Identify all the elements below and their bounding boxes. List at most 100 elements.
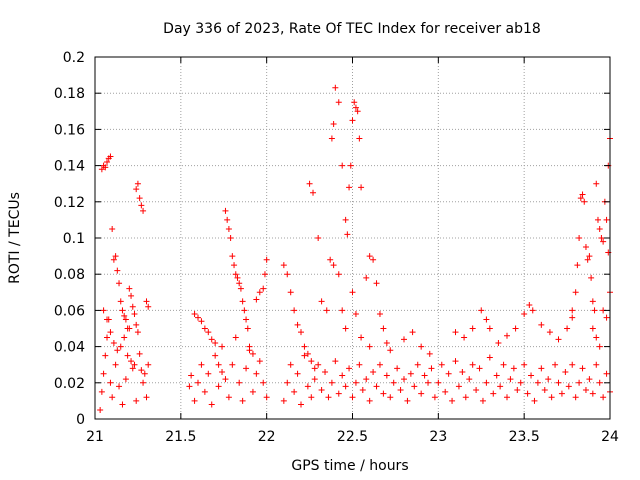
data-point bbox=[332, 84, 339, 91]
data-point bbox=[232, 334, 239, 341]
tick-marks bbox=[94, 56, 611, 420]
data-point bbox=[191, 397, 198, 404]
data-point bbox=[383, 372, 390, 379]
y-tick-label: 0.12 bbox=[54, 195, 85, 211]
x-tick-label: 22.5 bbox=[337, 429, 368, 445]
data-points bbox=[97, 84, 613, 413]
data-point bbox=[134, 329, 141, 336]
data-point bbox=[315, 361, 322, 368]
y-tick-label: 0 bbox=[76, 412, 85, 428]
data-point bbox=[136, 195, 143, 202]
data-point bbox=[569, 307, 576, 314]
data-point bbox=[119, 307, 126, 314]
data-point bbox=[469, 361, 476, 368]
data-point bbox=[342, 325, 349, 332]
data-point bbox=[358, 184, 365, 191]
data-point bbox=[376, 311, 383, 318]
data-point bbox=[435, 379, 442, 386]
data-point bbox=[315, 235, 322, 241]
data-point bbox=[318, 298, 325, 305]
data-point bbox=[327, 256, 334, 263]
data-point bbox=[294, 321, 301, 328]
data-point bbox=[236, 280, 243, 287]
data-point bbox=[330, 120, 337, 127]
data-point bbox=[253, 370, 260, 377]
data-point bbox=[198, 318, 205, 325]
data-point bbox=[356, 135, 363, 142]
data-point bbox=[366, 397, 373, 404]
data-point bbox=[524, 390, 531, 397]
data-point bbox=[239, 397, 246, 404]
data-point bbox=[555, 379, 562, 386]
data-point bbox=[136, 350, 143, 357]
data-point bbox=[232, 271, 239, 278]
data-point bbox=[107, 153, 114, 160]
data-point bbox=[582, 244, 589, 251]
data-point bbox=[249, 350, 256, 357]
data-point bbox=[562, 368, 569, 375]
data-point bbox=[112, 361, 119, 368]
data-point bbox=[112, 253, 119, 260]
data-point bbox=[579, 191, 586, 198]
data-point bbox=[401, 336, 407, 343]
data-point bbox=[373, 280, 380, 287]
data-point bbox=[588, 274, 595, 281]
data-point bbox=[387, 394, 394, 401]
data-point bbox=[548, 394, 555, 401]
data-point bbox=[603, 314, 610, 321]
y-tick-label: 0.08 bbox=[54, 267, 85, 283]
data-point bbox=[596, 343, 603, 350]
data-point bbox=[119, 401, 126, 408]
data-point bbox=[352, 311, 359, 318]
data-point bbox=[589, 325, 596, 332]
data-point bbox=[428, 365, 435, 372]
data-point bbox=[531, 397, 538, 404]
data-point bbox=[104, 316, 111, 323]
data-point bbox=[478, 307, 485, 314]
data-point bbox=[576, 379, 583, 386]
data-point bbox=[244, 325, 251, 332]
data-point bbox=[352, 379, 359, 386]
data-point bbox=[253, 296, 260, 303]
data-point bbox=[98, 388, 105, 395]
data-point bbox=[600, 394, 607, 401]
data-point bbox=[205, 329, 212, 336]
data-point bbox=[418, 390, 425, 397]
data-point bbox=[301, 352, 308, 359]
data-point bbox=[133, 186, 140, 193]
data-point bbox=[100, 307, 107, 314]
data-point bbox=[133, 397, 140, 404]
data-point bbox=[188, 372, 195, 379]
data-point bbox=[308, 358, 315, 365]
data-point bbox=[593, 334, 600, 341]
data-point bbox=[128, 292, 135, 299]
data-point bbox=[497, 383, 504, 390]
data-point bbox=[102, 164, 109, 171]
data-point bbox=[596, 225, 603, 232]
data-point bbox=[128, 358, 135, 365]
data-point bbox=[249, 388, 256, 395]
data-point bbox=[195, 314, 201, 321]
grid-lines bbox=[95, 57, 610, 419]
data-point bbox=[330, 262, 337, 269]
data-point bbox=[219, 343, 226, 350]
data-point bbox=[141, 370, 148, 377]
x-tick-label: 21.5 bbox=[165, 429, 196, 445]
data-point bbox=[596, 379, 603, 386]
data-point bbox=[294, 370, 301, 377]
data-point bbox=[284, 271, 291, 278]
data-point bbox=[342, 383, 349, 390]
data-point bbox=[370, 256, 377, 263]
data-point bbox=[339, 372, 346, 379]
x-tick-label: 23.5 bbox=[509, 429, 540, 445]
data-point bbox=[445, 370, 452, 377]
data-point bbox=[133, 321, 140, 328]
y-tick-label: 0.04 bbox=[54, 340, 85, 356]
data-point bbox=[572, 289, 579, 296]
data-point bbox=[538, 321, 545, 328]
data-point bbox=[584, 256, 591, 263]
data-point bbox=[565, 383, 572, 390]
data-point bbox=[263, 394, 270, 401]
x-tick-label: 22 bbox=[258, 429, 276, 445]
data-point bbox=[328, 379, 335, 386]
